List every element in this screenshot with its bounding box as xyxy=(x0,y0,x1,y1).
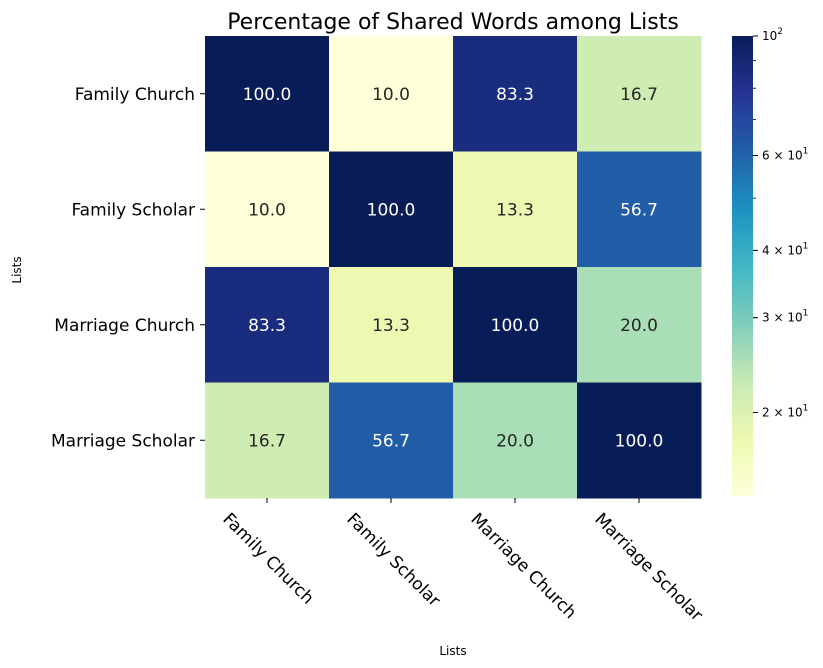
colorbar-tick-label: 102 xyxy=(762,27,783,43)
cell-value-label: 10.0 xyxy=(372,85,410,105)
heatmap-cell xyxy=(205,267,330,383)
heatmap-cell xyxy=(205,151,330,268)
cell-value-label: 10.0 xyxy=(248,200,286,220)
cell-value-label: 16.7 xyxy=(620,85,658,105)
heatmap-cell xyxy=(577,151,702,268)
cell-value-label: 100.0 xyxy=(491,316,540,336)
heatmap-cell xyxy=(329,36,454,152)
chart-title: Percentage of Shared Words among Lists xyxy=(227,10,679,35)
heatmap-cell xyxy=(453,151,578,268)
cell-value-label: 16.7 xyxy=(248,431,286,451)
cell-value-label: 83.3 xyxy=(496,85,534,105)
cell-value-label: 100.0 xyxy=(615,431,664,451)
x-tick-label: Family Scholar xyxy=(342,509,444,611)
x-tick-label: Marriage Church xyxy=(466,509,580,623)
cell-value-label: 20.0 xyxy=(496,431,534,451)
cell-value-label: 56.7 xyxy=(620,200,658,220)
heatmap-cell xyxy=(577,382,702,499)
heatmap-cell xyxy=(329,151,454,268)
heatmap-cell xyxy=(205,382,330,499)
heatmap-cell xyxy=(577,267,702,383)
heatmap-cell xyxy=(577,36,702,152)
cell-value-label: 100.0 xyxy=(243,85,292,105)
heatmap-cell xyxy=(453,36,578,152)
y-tick-label: Marriage Scholar xyxy=(51,431,195,451)
heatmap-cell xyxy=(329,267,454,383)
y-tick-label: Family Scholar xyxy=(71,200,195,220)
cell-value-label: 13.3 xyxy=(372,316,410,336)
y-tick-label: Marriage Church xyxy=(54,316,195,336)
heatmap-cell xyxy=(205,36,330,152)
cell-value-label: 100.0 xyxy=(367,200,416,220)
x-axis-label: Lists xyxy=(439,644,466,658)
colorbar-ticks: 102 6 × 101 4 × 101 3 × 101 2 × 101 xyxy=(753,27,808,420)
y-axis-label: Lists xyxy=(10,256,24,283)
colorbar-tick-label: 2 × 101 xyxy=(762,404,808,420)
heatmap-cell xyxy=(329,382,454,499)
colorbar xyxy=(732,36,753,496)
cell-value-label: 20.0 xyxy=(620,316,658,336)
heatmap-cell xyxy=(453,382,578,499)
x-axis-ticks: Family Church Family Scholar Marriage Chur… xyxy=(218,498,706,625)
x-tick-label: Family Church xyxy=(218,509,317,608)
y-tick-label: Family Church xyxy=(75,85,195,105)
x-tick-label: Marriage Scholar xyxy=(590,509,706,625)
y-axis-ticks: Family Church Family Scholar Marriage Chur… xyxy=(51,85,205,451)
colorbar-tick-label: 3 × 101 xyxy=(762,309,808,325)
cell-value-label: 83.3 xyxy=(248,316,286,336)
cell-value-label: 56.7 xyxy=(372,431,410,451)
colorbar-tick-label: 4 × 101 xyxy=(762,241,808,257)
cell-value-label: 13.3 xyxy=(496,200,534,220)
heatmap-cell xyxy=(453,267,578,383)
colorbar-tick-label: 6 × 101 xyxy=(762,147,808,163)
heatmap-cells: 100.0 10.0 83.3 16.7 10.0 100.0 13.3 56.7 83.3 13… xyxy=(205,36,702,499)
